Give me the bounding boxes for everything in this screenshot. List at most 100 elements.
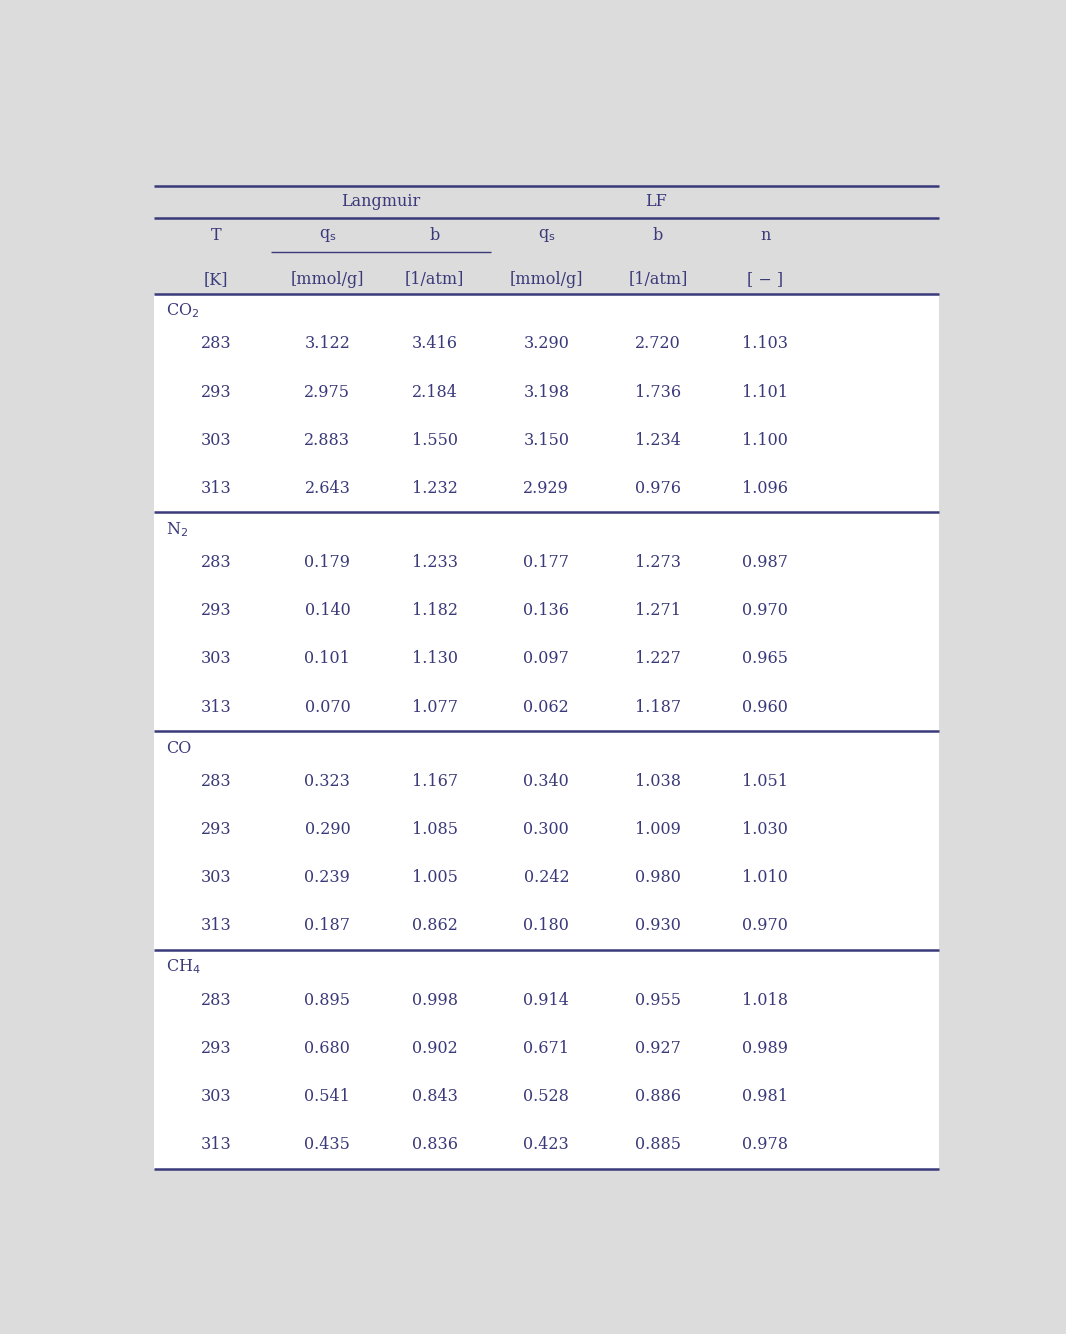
Text: 3.122: 3.122 xyxy=(305,335,351,352)
Text: 0.981: 0.981 xyxy=(742,1089,788,1105)
Text: 1.227: 1.227 xyxy=(635,651,681,667)
Text: 1.051: 1.051 xyxy=(742,772,788,790)
Text: 2.720: 2.720 xyxy=(635,335,681,352)
Text: 0.239: 0.239 xyxy=(305,870,351,886)
Text: 0.970: 0.970 xyxy=(742,603,788,619)
Text: b: b xyxy=(652,227,663,244)
Text: 3.150: 3.150 xyxy=(523,432,569,448)
Text: 0.886: 0.886 xyxy=(635,1089,681,1105)
Text: 1.130: 1.130 xyxy=(411,651,457,667)
Text: CO$_2$: CO$_2$ xyxy=(166,301,199,320)
Text: 0.101: 0.101 xyxy=(305,651,351,667)
Text: 313: 313 xyxy=(200,918,231,934)
Text: 1.101: 1.101 xyxy=(742,384,788,400)
Text: 0.843: 0.843 xyxy=(411,1089,457,1105)
Text: 2.929: 2.929 xyxy=(523,480,569,496)
Text: 1.232: 1.232 xyxy=(411,480,457,496)
Text: 1.010: 1.010 xyxy=(742,870,788,886)
Text: 0.528: 0.528 xyxy=(523,1089,569,1105)
Text: 293: 293 xyxy=(200,384,231,400)
Text: 0.323: 0.323 xyxy=(305,772,351,790)
Text: 283: 283 xyxy=(200,991,231,1009)
Text: 0.980: 0.980 xyxy=(635,870,681,886)
Text: q$_\mathrm{s}$: q$_\mathrm{s}$ xyxy=(537,227,555,244)
Text: [1/atm]: [1/atm] xyxy=(405,271,465,288)
Text: 1.038: 1.038 xyxy=(635,772,681,790)
Text: 1.182: 1.182 xyxy=(411,603,457,619)
Text: T: T xyxy=(211,227,221,244)
Text: 1.167: 1.167 xyxy=(411,772,458,790)
Text: 1.096: 1.096 xyxy=(742,480,788,496)
Text: 0.998: 0.998 xyxy=(411,991,457,1009)
Text: 0.290: 0.290 xyxy=(305,822,351,838)
Text: 1.271: 1.271 xyxy=(635,603,681,619)
Text: Langmuir: Langmuir xyxy=(341,193,421,211)
Text: 0.927: 0.927 xyxy=(635,1041,681,1057)
Text: 3.198: 3.198 xyxy=(523,384,569,400)
Text: [ − ]: [ − ] xyxy=(747,271,784,288)
Text: 0.242: 0.242 xyxy=(523,870,569,886)
Text: 0.180: 0.180 xyxy=(523,918,569,934)
Text: CO: CO xyxy=(166,740,192,756)
Text: 0.187: 0.187 xyxy=(305,918,351,934)
Text: 0.300: 0.300 xyxy=(523,822,569,838)
Text: 2.883: 2.883 xyxy=(305,432,351,448)
Text: 0.435: 0.435 xyxy=(305,1137,351,1153)
Text: 303: 303 xyxy=(200,651,231,667)
Text: 1.018: 1.018 xyxy=(742,991,788,1009)
Text: [mmol/g]: [mmol/g] xyxy=(510,271,583,288)
Text: 1.736: 1.736 xyxy=(634,384,681,400)
Bar xyxy=(154,185,939,293)
Text: 0.140: 0.140 xyxy=(305,603,351,619)
Text: 293: 293 xyxy=(200,1041,231,1057)
Text: 303: 303 xyxy=(200,432,231,448)
Text: 1.550: 1.550 xyxy=(411,432,457,448)
Text: 0.914: 0.914 xyxy=(523,991,569,1009)
Text: 0.978: 0.978 xyxy=(742,1137,788,1153)
Text: 1.234: 1.234 xyxy=(635,432,681,448)
Text: 0.836: 0.836 xyxy=(411,1137,457,1153)
Bar xyxy=(154,293,939,1169)
Text: [1/atm]: [1/atm] xyxy=(628,271,688,288)
Text: 2.184: 2.184 xyxy=(411,384,457,400)
Text: 293: 293 xyxy=(200,822,231,838)
Text: 2.975: 2.975 xyxy=(305,384,351,400)
Text: 0.902: 0.902 xyxy=(411,1041,457,1057)
Text: 0.423: 0.423 xyxy=(523,1137,569,1153)
Text: 0.965: 0.965 xyxy=(742,651,788,667)
Text: 0.970: 0.970 xyxy=(742,918,788,934)
Text: q$_\mathrm{s}$: q$_\mathrm{s}$ xyxy=(319,227,336,244)
Text: 1.273: 1.273 xyxy=(635,554,681,571)
Text: 0.955: 0.955 xyxy=(635,991,681,1009)
Text: 0.987: 0.987 xyxy=(742,554,788,571)
Text: 0.930: 0.930 xyxy=(635,918,681,934)
Text: [mmol/g]: [mmol/g] xyxy=(291,271,365,288)
Text: 1.005: 1.005 xyxy=(411,870,457,886)
Text: 1.009: 1.009 xyxy=(635,822,681,838)
Text: 3.416: 3.416 xyxy=(411,335,457,352)
Text: 0.136: 0.136 xyxy=(523,603,569,619)
Text: 0.680: 0.680 xyxy=(305,1041,351,1057)
Text: 2.643: 2.643 xyxy=(305,480,351,496)
Text: 0.895: 0.895 xyxy=(305,991,351,1009)
Text: 283: 283 xyxy=(200,772,231,790)
Text: 0.097: 0.097 xyxy=(523,651,569,667)
Text: 0.179: 0.179 xyxy=(305,554,351,571)
Text: 303: 303 xyxy=(200,870,231,886)
Text: 0.976: 0.976 xyxy=(635,480,681,496)
Text: [K]: [K] xyxy=(204,271,228,288)
Text: N$_2$: N$_2$ xyxy=(166,520,189,539)
Text: b: b xyxy=(430,227,440,244)
Text: CH$_4$: CH$_4$ xyxy=(166,958,201,976)
Text: 283: 283 xyxy=(200,335,231,352)
Text: 303: 303 xyxy=(200,1089,231,1105)
Text: 0.070: 0.070 xyxy=(305,699,351,715)
Text: 313: 313 xyxy=(200,1137,231,1153)
Text: 3.290: 3.290 xyxy=(523,335,569,352)
Text: 0.177: 0.177 xyxy=(523,554,569,571)
Text: LF: LF xyxy=(645,193,666,211)
Text: 283: 283 xyxy=(200,554,231,571)
Text: 293: 293 xyxy=(200,603,231,619)
Text: 1.077: 1.077 xyxy=(411,699,457,715)
Text: 1.187: 1.187 xyxy=(634,699,681,715)
